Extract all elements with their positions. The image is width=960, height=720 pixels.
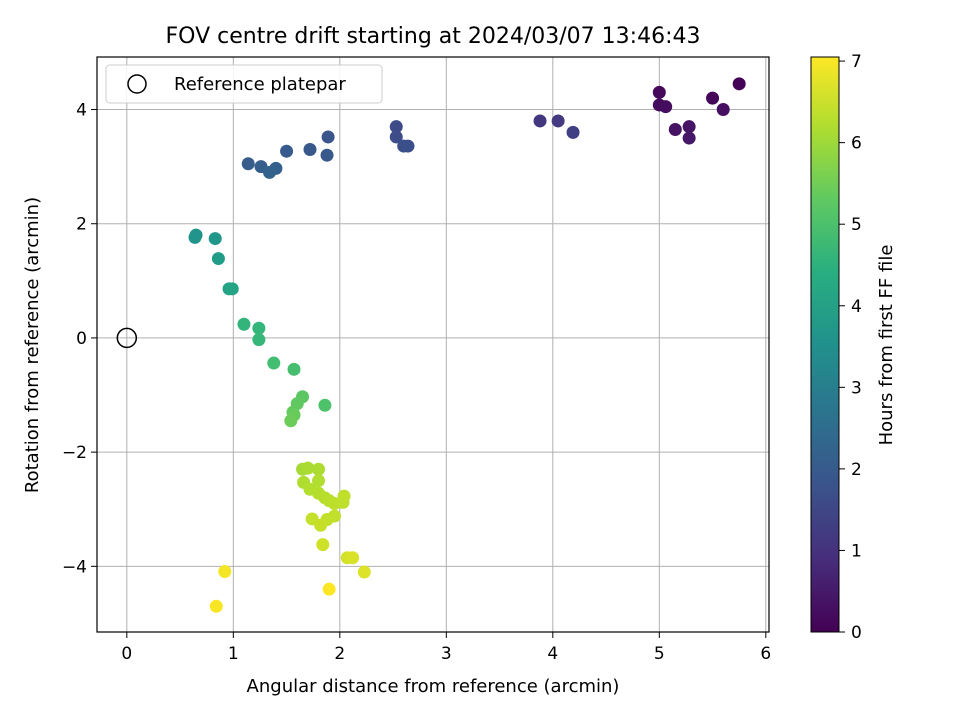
data-point	[301, 461, 315, 475]
colorbar-gradient	[810, 56, 840, 633]
data-point	[225, 282, 239, 296]
data-point	[284, 414, 298, 428]
legend-marker-icon	[127, 74, 147, 94]
data-point	[337, 489, 351, 503]
reference-point	[116, 327, 138, 349]
colorbar: 0 1 2 3 4 5 6 7 Hours from first FF file	[810, 52, 897, 643]
colorbar-tick-label: 6	[851, 134, 862, 154]
data-point	[209, 599, 223, 613]
data-point	[280, 144, 294, 158]
data-points	[188, 77, 746, 613]
data-point	[566, 125, 580, 139]
data-point	[357, 565, 371, 579]
legend-label: Reference platepar	[174, 74, 346, 95]
chart-title: FOV centre drift starting at 2024/03/07 …	[166, 24, 701, 49]
data-point	[252, 333, 266, 347]
colorbar-label: Hours from first FF file	[876, 245, 897, 446]
x-tick-label: 6	[760, 644, 771, 664]
colorbar-tick-label: 3	[851, 378, 862, 398]
data-point	[263, 165, 277, 179]
x-axis-ticks: 0 1 2 3 4 5 6	[121, 632, 771, 664]
y-tick-label: −2	[62, 443, 87, 463]
data-point	[267, 356, 281, 370]
data-point	[389, 120, 403, 134]
data-point	[287, 362, 301, 376]
colorbar-tick-label: 5	[851, 215, 862, 235]
colorbar-tick-label: 0	[851, 623, 862, 643]
colorbar-tick-label: 2	[851, 460, 862, 480]
data-point	[252, 321, 266, 335]
data-point	[321, 130, 335, 144]
data-point	[659, 100, 673, 114]
data-point	[668, 123, 682, 137]
data-point	[346, 551, 360, 565]
colorbar-tick-label: 4	[851, 297, 862, 317]
data-point	[312, 462, 326, 476]
legend: Reference platepar	[105, 64, 383, 104]
data-point	[533, 114, 547, 128]
data-point	[682, 131, 696, 145]
x-tick-label: 5	[654, 644, 665, 664]
data-point	[312, 474, 326, 488]
data-point	[237, 317, 251, 331]
grid-lines	[97, 57, 769, 632]
y-axis-ticks: −4 −2 0 2 4	[62, 101, 97, 577]
y-tick-label: −4	[62, 557, 87, 577]
x-tick-label: 3	[441, 644, 452, 664]
data-point	[401, 139, 415, 153]
colorbar-tick-label: 7	[851, 52, 862, 72]
colorbar-tick-label: 1	[851, 541, 862, 561]
data-point	[389, 130, 403, 144]
data-point	[320, 148, 334, 162]
reference-marker	[116, 327, 138, 349]
data-point	[652, 85, 666, 99]
data-point	[316, 538, 330, 552]
x-axis-label: Angular distance from reference (arcmin)	[247, 676, 620, 697]
data-point	[732, 77, 746, 91]
data-point	[218, 564, 232, 578]
data-point	[208, 232, 222, 246]
data-point	[322, 582, 336, 596]
data-point	[188, 230, 202, 244]
legend-box	[105, 64, 383, 104]
y-axis-label: Rotation from reference (arcmin)	[22, 197, 43, 493]
data-point	[551, 114, 565, 128]
data-point	[303, 143, 317, 157]
y-tick-label: 4	[76, 101, 87, 121]
x-tick-label: 1	[228, 644, 239, 664]
y-tick-label: 0	[76, 329, 87, 349]
data-point	[318, 398, 332, 412]
colorbar-ticks: 0 1 2 3 4 5 6 7	[839, 52, 862, 643]
x-tick-label: 0	[121, 644, 132, 664]
data-point	[716, 103, 730, 117]
plot-frame	[96, 56, 770, 633]
data-point	[241, 157, 255, 171]
y-tick-label: 2	[76, 215, 87, 235]
x-tick-label: 2	[334, 644, 345, 664]
data-point	[314, 518, 328, 532]
data-point	[682, 120, 696, 134]
data-point	[211, 252, 225, 266]
data-point	[706, 91, 720, 105]
x-tick-label: 4	[547, 644, 558, 664]
